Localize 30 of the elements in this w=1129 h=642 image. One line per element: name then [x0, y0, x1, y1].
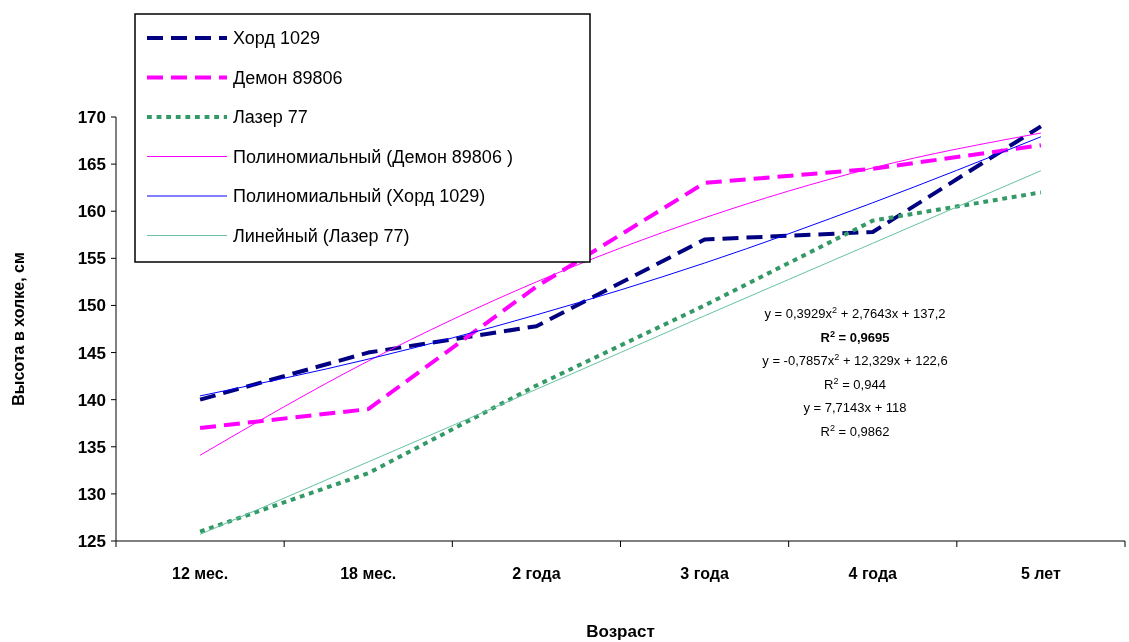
legend-label: Линейный (Лазер 77) — [233, 225, 410, 246]
annotation: y = -0,7857x$^{2}$ + 12,329x + 122,6 — [762, 352, 948, 368]
y-tick-label: 170 — [77, 107, 106, 127]
y-axis-title: Высота в холке, см — [10, 252, 27, 406]
x-tick-label: 3 года — [680, 565, 729, 582]
y-tick-label: 165 — [77, 155, 106, 175]
y-tick-label: 155 — [77, 249, 106, 269]
y-tick-label: 140 — [77, 390, 106, 410]
x-tick-label: 5 лет — [1021, 565, 1061, 582]
legend-label: Полиномиальный (Хорд 1029) — [233, 186, 486, 207]
annotation: R$^{2}$ = 0,9695 — [820, 328, 890, 345]
annotation: R$^{2}$ = 0,9862 — [820, 422, 890, 439]
y-tick-label: 125 — [77, 531, 106, 551]
x-tick-label: 18 мес. — [340, 565, 397, 582]
legend-label: Лазер 77 — [233, 107, 308, 128]
y-tick-label: 160 — [77, 202, 106, 222]
x-tick-label: 12 мес. — [172, 565, 229, 582]
annotation: y = 0,3929x$^{2}$ + 2,7643x + 137,2 — [764, 305, 946, 321]
y-tick-label: 130 — [77, 484, 106, 504]
y-tick-label: 135 — [77, 437, 106, 457]
legend-label: Демон 89806 — [233, 67, 343, 88]
legend-label: Полиномиальный (Демон 89806 ) — [233, 146, 513, 167]
y-tick-label: 150 — [77, 296, 106, 316]
x-axis-title: Возраст — [586, 622, 655, 641]
x-tick-label: 2 года — [512, 565, 561, 582]
y-tick-label: 145 — [77, 343, 106, 363]
annotation: R$^{2}$ = 0,944 — [824, 375, 886, 392]
annotation: y = 7,7143x + 118 — [803, 400, 907, 415]
x-tick-label: 4 года — [848, 565, 898, 582]
legend-label: Хорд 1029 — [233, 28, 320, 49]
